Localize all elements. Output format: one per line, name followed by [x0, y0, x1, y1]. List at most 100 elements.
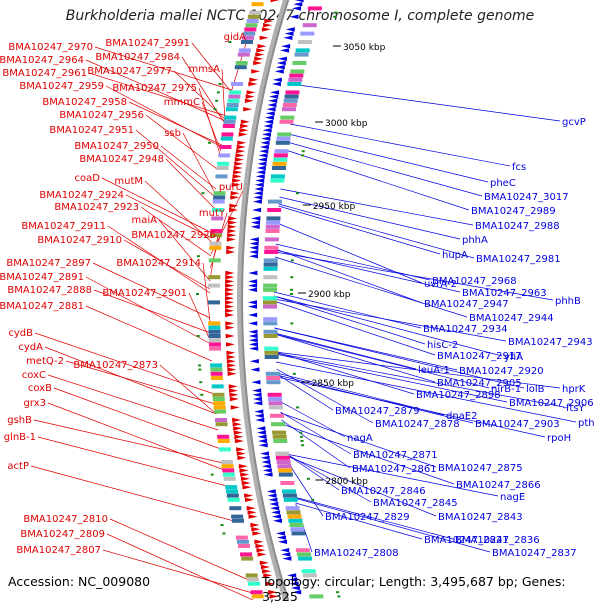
- gene-label-forward: grx3: [24, 398, 46, 409]
- forward-gene: [227, 224, 237, 229]
- forward-callout: [109, 518, 249, 581]
- reverse-gene: [269, 501, 279, 507]
- gc-dot: [300, 440, 304, 442]
- cog-block-inner: [264, 237, 279, 242]
- cog-block-outer: [208, 325, 221, 330]
- gc-dot: [198, 368, 202, 371]
- gene-label-reverse: rpoH: [547, 433, 571, 444]
- reverse-callout: [286, 455, 437, 517]
- cog-block-inner: [294, 52, 309, 57]
- reverse-callout: [275, 248, 423, 304]
- cog-block-outer: [208, 300, 221, 305]
- reverse-callout: [285, 149, 470, 211]
- forward-gene: [228, 216, 238, 221]
- forward-gene: [234, 434, 244, 439]
- forward-gene: [232, 417, 242, 423]
- gc-dot: [301, 150, 305, 153]
- gc-dot: [196, 255, 200, 258]
- forward-callout: [105, 85, 222, 148]
- cog-block-inner: [268, 199, 283, 204]
- forward-gene: [239, 128, 249, 133]
- reverse-gene: [272, 77, 282, 82]
- gc-dot: [218, 83, 222, 85]
- cog-block-inner: [287, 82, 302, 86]
- cog-block-outer: [222, 472, 235, 477]
- cog-block-inner: [297, 40, 312, 44]
- reverse-callout: [280, 411, 352, 455]
- forward-gene: [240, 476, 250, 481]
- cog-block-inner: [266, 220, 281, 225]
- forward-gene: [234, 438, 244, 444]
- gene-label-forward: BMA10247_2961: [2, 68, 87, 79]
- reverse-callout: [274, 256, 468, 318]
- reverse-gene: [248, 287, 258, 292]
- gene-label-forward: BMA10247_2964: [0, 55, 84, 66]
- gc-dot: [336, 591, 340, 594]
- cog-block-inner: [280, 481, 295, 485]
- forward-gene: [227, 228, 237, 234]
- cog-block-inner: [268, 401, 283, 406]
- forward-gene: [226, 354, 236, 360]
- gene-label-reverse: nagE: [500, 492, 525, 503]
- cog-block-outer: [225, 485, 238, 490]
- gene-label-reverse: BMA10247_2906: [509, 398, 594, 409]
- gc-dot: [216, 91, 220, 94]
- gene-label-forward: BMA10247_2950: [74, 141, 159, 152]
- forward-gene: [261, 27, 271, 32]
- cog-block-inner: [263, 283, 278, 288]
- cog-block-outer: [222, 468, 235, 473]
- forward-callout: [173, 70, 227, 121]
- cog-block-outer: [232, 518, 245, 523]
- forward-gene: [252, 531, 262, 536]
- reverse-gene: [249, 237, 259, 242]
- reverse-gene: [256, 426, 266, 431]
- cog-block-outer: [227, 98, 240, 103]
- cog-block-outer: [220, 460, 233, 464]
- cog-block-inner: [263, 266, 278, 271]
- forward-gene: [234, 161, 244, 166]
- forward-callout: [188, 292, 212, 343]
- forward-gene: [225, 321, 235, 326]
- cog-block-inner: [287, 514, 302, 519]
- cog-block-inner: [273, 153, 288, 158]
- reverse-gene: [281, 44, 291, 49]
- cog-block-inner: [268, 397, 283, 401]
- reverse-gene: [253, 401, 263, 406]
- gene-label-forward: gidA: [224, 32, 246, 43]
- scale-tick-label: 2900 kbp: [308, 290, 351, 300]
- reverse-gene: [254, 413, 264, 418]
- reverse-gene: [274, 69, 284, 74]
- gc-dot: [290, 322, 294, 325]
- reverse-gene: [288, 577, 298, 582]
- cog-block-inner: [263, 275, 278, 280]
- gene-label-reverse: BMA10247_2845: [373, 498, 458, 509]
- reverse-gene: [261, 459, 271, 465]
- reverse-callout: [288, 133, 489, 183]
- gene-label-reverse: pth: [578, 418, 595, 429]
- gene-label-reverse: BMA10247_2836: [455, 535, 540, 546]
- reverse-gene: [255, 417, 265, 423]
- cog-block-outer: [240, 40, 253, 44]
- forward-callout: [94, 46, 232, 91]
- gene-label-forward: BMA10247_2977: [87, 66, 172, 77]
- gene-label-reverse: BMA10247_2905: [437, 378, 522, 389]
- gene-label-forward: glnB-1: [4, 432, 36, 443]
- reverse-gene: [260, 451, 270, 456]
- forward-gene: [225, 279, 235, 284]
- reverse-gene: [285, 27, 295, 32]
- forward-gene: [238, 464, 248, 469]
- reverse-callout: [274, 333, 490, 389]
- cog-block-inner: [263, 304, 278, 309]
- gc-dot: [215, 99, 219, 102]
- gene-label-reverse: BMA10247_2875: [438, 463, 523, 474]
- reverse-gene: [254, 182, 264, 187]
- gene-label-forward: mutM: [114, 176, 143, 187]
- gene-label-reverse: gcvP: [562, 117, 586, 128]
- cog-block-outer: [215, 418, 228, 422]
- scale-tick-label: 2800 kbp: [325, 477, 368, 487]
- cog-block-outer: [217, 161, 230, 166]
- cog-block-inner: [275, 451, 290, 456]
- reverse-gene: [248, 279, 258, 284]
- cog-block-outer: [245, 23, 258, 28]
